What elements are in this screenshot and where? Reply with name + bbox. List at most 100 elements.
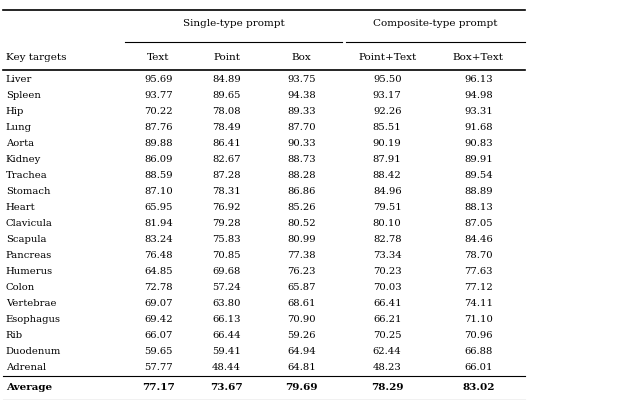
Text: 65.95: 65.95 — [144, 203, 173, 212]
Text: Colon: Colon — [6, 283, 35, 292]
Text: Average: Average — [6, 383, 52, 392]
Text: 77.12: 77.12 — [464, 283, 493, 292]
Text: Key targets: Key targets — [6, 52, 67, 62]
Text: 66.88: 66.88 — [464, 347, 493, 356]
Text: 80.10: 80.10 — [373, 219, 401, 228]
Text: Clavicula: Clavicula — [6, 219, 52, 228]
Text: Trachea: Trachea — [6, 171, 47, 180]
Text: 92.26: 92.26 — [373, 107, 401, 116]
Text: 78.08: 78.08 — [212, 107, 241, 116]
Text: 88.28: 88.28 — [287, 171, 316, 180]
Text: Hip: Hip — [6, 107, 24, 116]
Text: 77.17: 77.17 — [142, 383, 175, 392]
Text: 78.31: 78.31 — [212, 187, 241, 196]
Text: 70.85: 70.85 — [212, 251, 241, 260]
Text: 76.23: 76.23 — [287, 267, 316, 276]
Text: 64.81: 64.81 — [287, 363, 316, 372]
Text: 79.69: 79.69 — [285, 383, 318, 392]
Text: Scapula: Scapula — [6, 235, 46, 244]
Text: 95.50: 95.50 — [373, 75, 401, 84]
Text: 90.83: 90.83 — [464, 139, 493, 148]
Text: 95.69: 95.69 — [144, 75, 173, 84]
Text: 57.24: 57.24 — [212, 283, 241, 292]
Text: 89.33: 89.33 — [287, 107, 316, 116]
Text: 89.91: 89.91 — [464, 155, 493, 164]
Text: 66.44: 66.44 — [212, 331, 241, 340]
Text: 48.44: 48.44 — [212, 363, 241, 372]
Text: 83.02: 83.02 — [462, 383, 495, 392]
Text: 88.73: 88.73 — [287, 155, 316, 164]
Text: 59.26: 59.26 — [287, 331, 316, 340]
Text: 59.41: 59.41 — [212, 347, 241, 356]
Text: 72.78: 72.78 — [144, 283, 173, 292]
Text: 62.44: 62.44 — [373, 347, 401, 356]
Text: 84.96: 84.96 — [373, 187, 401, 196]
Text: 87.91: 87.91 — [373, 155, 401, 164]
Text: 63.80: 63.80 — [212, 299, 241, 308]
Text: 70.96: 70.96 — [464, 331, 493, 340]
Text: 84.89: 84.89 — [212, 75, 241, 84]
Text: 93.17: 93.17 — [373, 91, 401, 100]
Text: 69.68: 69.68 — [212, 267, 241, 276]
Text: 79.51: 79.51 — [373, 203, 401, 212]
Text: 76.92: 76.92 — [212, 203, 241, 212]
Text: 66.21: 66.21 — [373, 315, 401, 324]
Text: Box+Text: Box+Text — [453, 52, 504, 62]
Text: Adrenal: Adrenal — [6, 363, 46, 372]
Text: Spleen: Spleen — [6, 91, 40, 100]
Text: 87.28: 87.28 — [212, 171, 241, 180]
Text: 93.75: 93.75 — [287, 75, 316, 84]
Text: 83.24: 83.24 — [144, 235, 173, 244]
Text: 70.03: 70.03 — [373, 283, 401, 292]
Text: 66.13: 66.13 — [212, 315, 241, 324]
Text: 70.90: 70.90 — [287, 315, 316, 324]
Text: 90.19: 90.19 — [373, 139, 401, 148]
Text: 70.22: 70.22 — [144, 107, 173, 116]
Text: 73.34: 73.34 — [373, 251, 401, 260]
Text: 89.54: 89.54 — [464, 171, 493, 180]
Text: 81.94: 81.94 — [144, 219, 173, 228]
Text: Point+Text: Point+Text — [358, 52, 417, 62]
Text: 59.65: 59.65 — [144, 347, 173, 356]
Text: 71.10: 71.10 — [464, 315, 493, 324]
Text: 88.89: 88.89 — [464, 187, 493, 196]
Text: 85.26: 85.26 — [287, 203, 316, 212]
Text: 64.85: 64.85 — [144, 267, 173, 276]
Text: 76.48: 76.48 — [144, 251, 173, 260]
Text: 65.87: 65.87 — [287, 283, 316, 292]
Text: 57.77: 57.77 — [144, 363, 173, 372]
Text: 66.07: 66.07 — [144, 331, 173, 340]
Text: 64.94: 64.94 — [287, 347, 316, 356]
Text: 78.29: 78.29 — [371, 383, 403, 392]
Text: 70.25: 70.25 — [373, 331, 401, 340]
Text: 86.86: 86.86 — [287, 187, 316, 196]
Text: 80.99: 80.99 — [287, 235, 316, 244]
Text: 70.23: 70.23 — [373, 267, 401, 276]
Text: 69.07: 69.07 — [144, 299, 173, 308]
Text: 89.88: 89.88 — [144, 139, 173, 148]
Text: 74.11: 74.11 — [464, 299, 493, 308]
Text: 96.13: 96.13 — [464, 75, 493, 84]
Text: 87.05: 87.05 — [464, 219, 493, 228]
Text: 78.70: 78.70 — [464, 251, 493, 260]
Text: Vertebrae: Vertebrae — [6, 299, 56, 308]
Text: Stomach: Stomach — [6, 187, 51, 196]
Text: Esophagus: Esophagus — [6, 315, 61, 324]
Text: 66.01: 66.01 — [464, 363, 493, 372]
Text: 69.42: 69.42 — [144, 315, 173, 324]
Text: Point: Point — [213, 52, 240, 62]
Text: 82.67: 82.67 — [212, 155, 241, 164]
Text: 73.67: 73.67 — [211, 383, 243, 392]
Text: 86.09: 86.09 — [144, 155, 173, 164]
Text: Pancreas: Pancreas — [6, 251, 52, 260]
Text: Rib: Rib — [6, 331, 23, 340]
Text: 87.10: 87.10 — [144, 187, 173, 196]
Text: 75.83: 75.83 — [212, 235, 241, 244]
Text: Lung: Lung — [6, 123, 32, 132]
Text: 94.98: 94.98 — [464, 91, 493, 100]
Text: 48.23: 48.23 — [373, 363, 401, 372]
Text: Humerus: Humerus — [6, 267, 53, 276]
Text: 68.61: 68.61 — [287, 299, 316, 308]
Text: 88.59: 88.59 — [144, 171, 173, 180]
Text: 84.46: 84.46 — [464, 235, 493, 244]
